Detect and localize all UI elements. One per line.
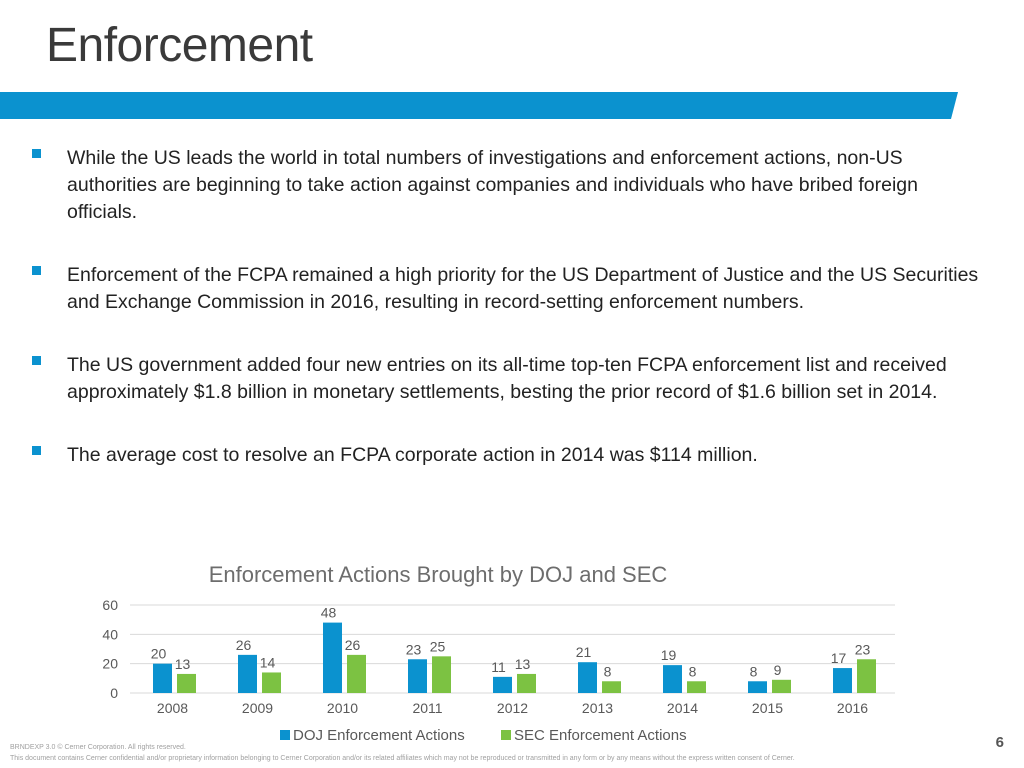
doj-bar [408,659,427,693]
footer-legal: BRNDEXP 3.0 © Cerner Corporation. All ri… [10,742,970,764]
doj-data-label: 11 [491,659,506,675]
sec-bar [857,659,876,693]
bullet-item: While the US leads the world in total nu… [30,145,990,226]
doj-bar [153,663,172,693]
doj-data-label: 17 [831,650,847,666]
x-tick-label: 2009 [242,700,273,716]
sec-data-label: 13 [515,656,531,672]
sec-bar [517,673,536,693]
bullet-text: Enforcement of the FCPA remained a high … [67,264,979,313]
doj-bar [238,654,257,693]
doj-data-label: 8 [750,663,758,679]
sec-data-label: 14 [260,654,276,670]
doj-data-label: 26 [236,637,252,653]
x-tick-label: 2012 [497,700,528,716]
doj-bar [833,668,852,693]
doj-data-label: 19 [661,647,677,663]
footer-disclaimer: This document contains Cerner confidenti… [10,755,795,762]
slide-title: Enforcement [46,19,313,72]
legend-swatch [501,730,511,740]
bullet-square-icon [32,356,41,365]
bullet-list: While the US leads the world in total nu… [30,145,990,505]
doj-bar [493,676,512,693]
sec-data-label: 25 [430,638,446,654]
sec-data-label: 8 [604,663,612,679]
sec-data-label: 26 [345,637,361,653]
bullet-text: The US government added four new entries… [67,354,947,403]
bullet-square-icon [32,266,41,275]
doj-bar [323,622,342,693]
sec-data-label: 8 [689,663,697,679]
x-tick-label: 2011 [412,700,442,716]
legend-swatch [280,730,290,740]
doj-data-label: 48 [321,605,337,621]
doj-data-label: 23 [406,641,422,657]
x-tick-label: 2016 [837,700,868,716]
x-tick-label: 2010 [327,700,358,716]
legend-label: DOJ Enforcement Actions [293,727,465,744]
y-tick-label: 20 [102,656,118,672]
legend-label: SEC Enforcement Actions [514,727,687,744]
sec-data-label: 23 [855,641,871,657]
enforcement-bar-chart: Enforcement Actions Brought by DOJ and S… [80,555,920,755]
doj-bar [663,665,682,693]
y-tick-label: 60 [102,597,118,613]
bullet-item: The US government added four new entries… [30,352,990,406]
x-tick-label: 2008 [157,700,188,716]
doj-data-label: 20 [151,646,167,662]
y-tick-label: 0 [110,685,118,701]
x-tick-label: 2014 [667,700,698,716]
bullet-item: Enforcement of the FCPA remained a high … [30,262,990,316]
header-accent-band [0,92,958,119]
bullet-square-icon [32,149,41,158]
page-number: 6 [995,734,1004,751]
bullet-square-icon [32,446,41,455]
doj-bar [578,662,597,693]
doj-bar [748,681,767,693]
footer-copyright: BRNDEXP 3.0 © Cerner Corporation. All ri… [10,744,186,751]
bullet-item: The average cost to resolve an FCPA corp… [30,442,990,469]
sec-bar [262,672,281,693]
x-tick-label: 2015 [752,700,783,716]
bullet-text: The average cost to resolve an FCPA corp… [67,444,758,466]
chart-svg: Enforcement Actions Brought by DOJ and S… [102,562,895,744]
sec-data-label: 13 [175,656,191,672]
sec-bar [432,656,451,693]
sec-bar [687,681,706,693]
bullet-text: While the US leads the world in total nu… [67,147,918,223]
chart-title: Enforcement Actions Brought by DOJ and S… [209,562,668,587]
y-tick-label: 40 [102,626,118,642]
x-tick-label: 2013 [582,700,613,716]
doj-data-label: 21 [576,644,592,660]
sec-bar [772,679,791,693]
sec-bar [177,673,196,693]
sec-bar [347,654,366,693]
sec-bar [602,681,621,693]
sec-data-label: 9 [774,662,782,678]
